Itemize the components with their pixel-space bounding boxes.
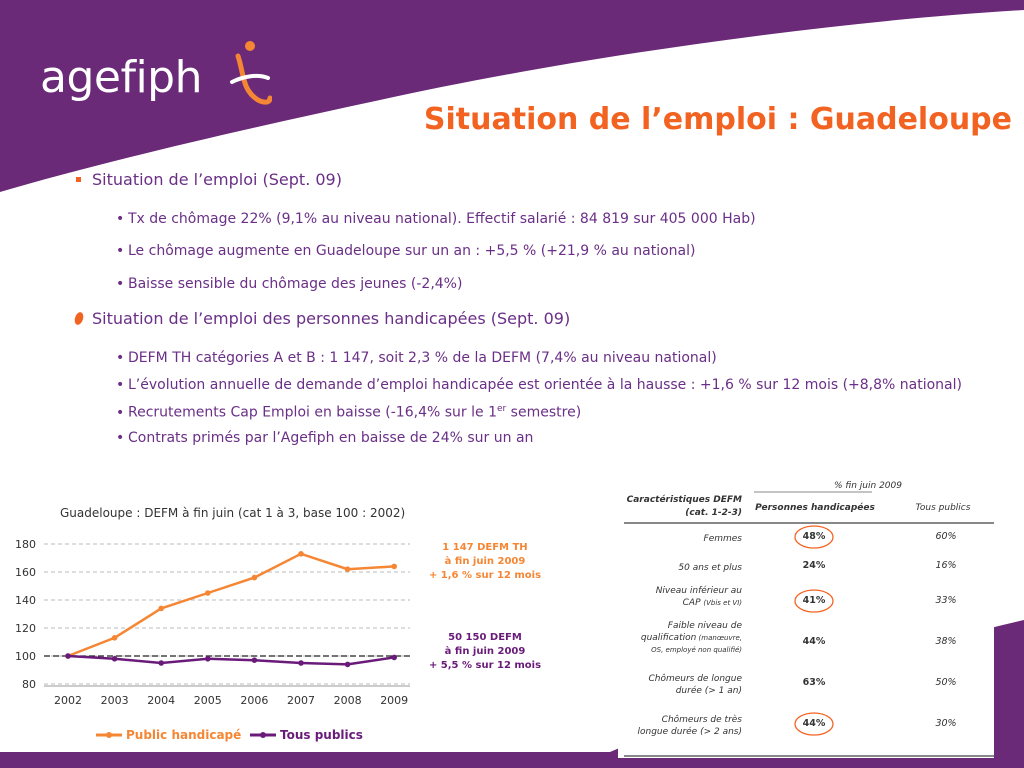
y-tick-label: 120	[15, 622, 36, 635]
table-row-label: Femmes	[703, 534, 742, 544]
highlight-circle	[794, 712, 834, 736]
table-row-label: Faible niveau de	[667, 621, 742, 631]
series-line-public-handicape	[67, 552, 395, 658]
table-cell-tous-publics: 30%	[935, 718, 957, 729]
table-cell-tous-publics: 33%	[935, 595, 957, 606]
highlight-circle	[794, 589, 834, 613]
legend-marker	[106, 732, 112, 738]
series-line-tous-publics	[67, 654, 395, 666]
table-row-label: Chômeurs de longue	[648, 674, 742, 684]
y-tick-label: 80	[22, 678, 36, 691]
data-point	[111, 656, 118, 662]
table-row-label: Chômeurs de très	[661, 715, 742, 725]
table-cell-tous-publics: 50%	[935, 677, 957, 688]
table-cell-handicapees: 41%	[802, 595, 826, 606]
highlight-circle	[794, 525, 834, 549]
x-tick-label: 2005	[194, 694, 222, 707]
table-row-sublabel: (Vbis et VI)	[703, 599, 742, 607]
table-cell-handicapees: 63%	[802, 677, 826, 688]
legend-marker	[260, 732, 266, 738]
table-cell-tous-publics: 16%	[935, 560, 957, 571]
y-tick-label: 180	[15, 538, 36, 551]
data-point	[205, 656, 211, 662]
data-point	[111, 635, 118, 641]
chart-annotation: à fin juin 2009	[445, 555, 526, 567]
data-point	[344, 566, 351, 572]
table-row-label: 50 ans et plus	[678, 563, 742, 573]
data-point	[391, 563, 398, 570]
x-tick-label: 2002	[54, 694, 82, 707]
agefiph-logo-mark-icon	[230, 41, 272, 105]
data-point	[298, 660, 304, 666]
table-header-caracteristiques: Caractéristiques DEFM	[626, 495, 742, 505]
legend-label: Tous publics	[280, 728, 363, 742]
data-point	[251, 574, 258, 581]
x-tick-label: 2003	[101, 694, 129, 707]
table-row-label: Niveau inférieur au	[655, 586, 742, 596]
x-tick-label: 2004	[147, 694, 175, 707]
chart-title: Guadeloupe : DEFM à fin juin (cat 1 à 3,…	[60, 506, 406, 520]
data-point	[391, 654, 398, 661]
table-row-label: durée (> 1 an)	[675, 686, 742, 696]
legend-label: Public handicapé	[126, 728, 241, 742]
table-header-handicapees: Personnes handicapées	[755, 503, 875, 513]
table-header-cat: (cat. 1-2-3)	[685, 508, 742, 518]
table-row-sublabel: OS, employé non qualifié)	[651, 646, 742, 654]
x-tick-label: 2007	[287, 694, 315, 707]
data-point	[298, 551, 304, 557]
y-tick-label: 160	[15, 566, 36, 579]
y-tick-label: 100	[15, 650, 36, 663]
y-tick-label: 140	[15, 594, 36, 607]
chart-annotation: à fin juin 2009	[445, 645, 526, 657]
chart-annotation: 50 150 DEFM	[448, 632, 522, 643]
table-period: % fin juin 2009	[834, 481, 902, 491]
data-point	[158, 605, 164, 612]
line-chart-panel: Guadeloupe : DEFM à fin juin (cat 1 à 3,…	[0, 492, 546, 752]
table-cell-tous-publics: 38%	[935, 636, 957, 647]
list-item: • L’évolution annuelle de demande d’emplo…	[116, 377, 962, 393]
list-item: • Baisse sensible du chômage des jeunes (…	[116, 276, 463, 292]
table-cell-tous-publics: 60%	[935, 531, 957, 542]
chart-annotation: 1 147 DEFM TH	[442, 542, 527, 553]
table-row-label: qualification (manœuvre,	[640, 633, 742, 643]
table-cell-handicapees: 24%	[802, 560, 826, 571]
table-row-label: CAP (Vbis et VI)	[682, 598, 742, 608]
table-cell-handicapees: 44%	[802, 718, 826, 729]
table-cell-handicapees: 48%	[802, 531, 826, 542]
data-point	[158, 660, 164, 666]
chart-annotation: + 1,6 % sur 12 mois	[429, 570, 541, 581]
list-item: • Recrutements Cap Emploi en baisse (-16,…	[116, 404, 582, 421]
data-point	[344, 661, 351, 668]
list-item: • Contrats primés par l’Agefiph en baisse…	[116, 430, 534, 446]
table-cell-handicapees: 44%	[802, 636, 826, 647]
table-lines	[624, 491, 994, 757]
table-header-tous-publics: Tous publics	[915, 503, 971, 513]
section-heading-handicap: Situation de l’emploi des personnes hand…	[92, 309, 571, 328]
chart-annotation: + 5,5 % sur 12 mois	[429, 660, 541, 671]
square-bullet-icon	[76, 177, 81, 182]
list-item: • Tx de chômage 22% (9,1% au niveau natio…	[116, 211, 756, 227]
table-row-label: longue durée (> 2 ans)	[637, 727, 743, 737]
list-item: • DEFM TH catégories A et B : 1 147, soit…	[116, 350, 717, 366]
section-heading-emploi: Situation de l’emploi (Sept. 09)	[92, 170, 342, 189]
line-chart: 180 160 140 120 100 80 2002 2003 2004 2005 2006 200…	[15, 538, 541, 742]
agefiph-logo: agefiph	[40, 52, 203, 103]
slide-title: Situation de l’emploi : Guadeloupe	[423, 102, 1012, 137]
data-point	[251, 657, 258, 663]
list-item: • Le chômage augmente en Guadeloupe sur u…	[116, 243, 696, 259]
x-tick-label: 2009	[380, 694, 408, 707]
table-row-sublabel: (manœuvre,	[696, 634, 742, 642]
data-point	[65, 653, 71, 659]
x-tick-label: 2008	[334, 694, 362, 707]
x-tick-label: 2006	[240, 694, 268, 707]
data-point	[205, 590, 211, 596]
defm-table-panel: % fin juin 2009 Caractéristiques DEFM (c…	[618, 474, 994, 758]
